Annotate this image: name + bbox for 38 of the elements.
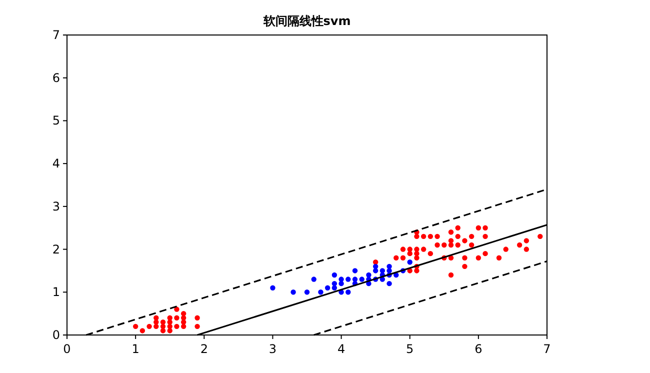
x-tick-label: 6 [474, 342, 482, 356]
point [332, 272, 338, 278]
point [352, 268, 358, 274]
point [366, 272, 372, 278]
point [318, 290, 324, 295]
point [311, 276, 316, 282]
point [386, 264, 392, 270]
x-tick-label: 3 [268, 342, 277, 356]
point [290, 290, 296, 295]
point [346, 276, 351, 282]
point [386, 280, 392, 286]
point [407, 260, 412, 265]
y-tick-label: 7 [52, 28, 60, 42]
point [270, 285, 276, 290]
y-tick-label: 5 [52, 114, 60, 128]
y-tick-label: 0 [52, 328, 60, 342]
point [332, 280, 338, 286]
x-tick-label: 4 [337, 342, 346, 356]
point [304, 290, 310, 295]
y-tick-label: 2 [52, 242, 60, 256]
x-tick-label: 7 [543, 342, 551, 356]
point [380, 268, 386, 274]
x-tick-label: 1 [132, 342, 140, 356]
point [324, 285, 330, 290]
point [338, 276, 344, 282]
point [352, 276, 358, 282]
point [346, 290, 351, 295]
y-tick-label: 1 [52, 285, 60, 300]
point [359, 276, 364, 282]
y-tick-label: 6 [52, 70, 60, 85]
chart-title: 软间隔线性svm [262, 14, 351, 28]
x-tick-label: 2 [200, 342, 208, 356]
x-tick-label: 0 [63, 342, 71, 356]
point [386, 268, 392, 274]
point [372, 264, 378, 270]
x-tick-label: 5 [406, 342, 414, 356]
y-tick-label: 3 [52, 199, 60, 214]
y-tick-label: 4 [52, 156, 60, 171]
